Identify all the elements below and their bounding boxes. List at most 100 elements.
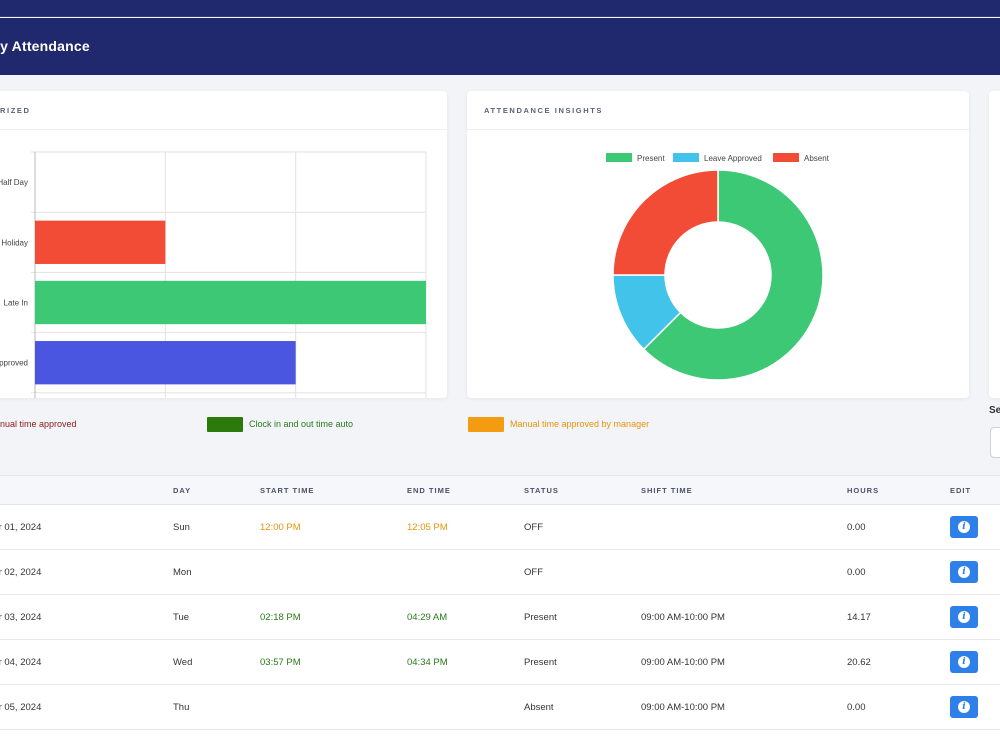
donut-slice-2 — [612, 169, 719, 276]
col-end-time: END TIME — [407, 475, 524, 505]
day-cell: Sun — [173, 521, 190, 533]
card-header: RIZED — [0, 91, 447, 130]
info-icon: i — [958, 521, 970, 533]
bar-3 — [35, 341, 296, 385]
col-shift-time: SHIFT TIME — [641, 475, 847, 505]
top-navbar — [0, 0, 1000, 17]
legend-label: Present — [637, 154, 665, 163]
legend-swatch — [606, 153, 632, 162]
page-header: ly Attendance — [0, 18, 1000, 75]
donut-chart: Present Leave Approved Absent — [606, 153, 830, 381]
end-time-cell — [407, 550, 524, 595]
select-label: Se — [989, 405, 1000, 416]
hours-cell: 0.00 — [847, 566, 866, 578]
date-cell: ber 01, 2024 — [0, 521, 42, 533]
table-row: ber 04, 2024 Wed 03:57 PM 04:34 PM Present 09… — [0, 640, 1000, 685]
info-icon: i — [958, 701, 970, 713]
edit-button[interactable]: i — [950, 696, 978, 718]
legend-label: Absent — [804, 154, 830, 163]
status-cell: Absent — [524, 701, 554, 713]
info-icon: i — [958, 656, 970, 668]
col-date — [0, 475, 173, 505]
edit-cell: i — [950, 550, 1000, 595]
end-time-cell: 04:29 AM — [407, 611, 448, 623]
col-edit: EDIT — [950, 475, 1000, 505]
hours-cell: 0.00 — [847, 521, 866, 533]
shift-time-cell: 09:00 AM-10:00 PM — [641, 656, 725, 668]
status-cell: OFF — [524, 566, 543, 578]
edit-cell: i — [950, 685, 1000, 730]
table-header-row: DAY START TIME END TIME STATUS SHIFT TIM… — [0, 475, 1000, 505]
info-icon: i — [958, 611, 970, 623]
attendance-table: DAY START TIME END TIME STATUS SHIFT TIM… — [0, 475, 1000, 750]
legend-label: Manual time approved by manager — [510, 419, 650, 429]
edit-cell: i — [950, 595, 1000, 640]
date-cell: ber 04, 2024 — [0, 656, 42, 668]
attendance-insights-card: ATTENDANCE INSIGHTS Present Leave Approve… — [467, 91, 969, 398]
card-title: RIZED — [0, 106, 31, 115]
card-header: ATTENDANCE INSIGHTS — [467, 91, 969, 130]
shift-time-cell — [641, 505, 847, 550]
end-time-cell: 12:05 PM — [407, 521, 448, 533]
status-cell: OFF — [524, 521, 543, 533]
shift-time-cell — [641, 550, 847, 595]
bar-1 — [35, 220, 166, 264]
time-legend: nual time approved Clock in and out time… — [0, 416, 1000, 434]
legend-swatch — [773, 153, 799, 162]
edit-button[interactable]: i — [950, 516, 978, 538]
side-card — [989, 91, 1000, 398]
start-time-cell: 12:00 PM — [260, 521, 301, 533]
date-cell: ber 02, 2024 — [0, 566, 42, 578]
day-cell: Mon — [173, 566, 192, 578]
edit-button[interactable]: i — [950, 651, 978, 673]
col-day: DAY — [173, 475, 260, 505]
y-tick-label: Half Day — [0, 178, 28, 187]
edit-button[interactable]: i — [950, 606, 978, 628]
legend-clock-auto: Clock in and out time auto — [207, 416, 353, 432]
col-status: STATUS — [524, 475, 641, 505]
end-time-cell — [407, 685, 524, 730]
legend-swatch — [673, 153, 699, 162]
day-cell: Tue — [173, 611, 190, 623]
start-time-cell — [260, 685, 407, 730]
hours-cell: 20.62 — [847, 656, 871, 668]
date-cell: ber 05, 2024 — [0, 701, 42, 713]
edit-cell: i — [950, 505, 1000, 550]
hours-cell: 14.17 — [847, 611, 871, 623]
date-cell: ber 03, 2024 — [0, 611, 42, 623]
legend-manager-approved: Manual time approved by manager — [468, 416, 649, 432]
edit-button[interactable]: i — [950, 561, 978, 583]
col-hours: HOURS — [847, 475, 950, 505]
status-cell: Present — [524, 611, 557, 623]
legend-swatch — [207, 416, 243, 432]
shift-time-cell: 09:00 AM-10:00 PM — [641, 611, 725, 623]
legend-label: nual time approved — [0, 419, 77, 429]
page-title: ly Attendance — [0, 38, 90, 54]
legend-label: Leave Approved — [704, 154, 762, 163]
table-row: ber 05, 2024 Thu Absent 09:00 AM-10:00 PM 0.… — [0, 685, 1000, 730]
table-row: ber 02, 2024 Mon OFF 0.00 i — [0, 550, 1000, 595]
shift-time-cell: 09:00 AM-10:00 PM — [641, 701, 725, 713]
day-cell: Thu — [173, 701, 190, 713]
legend-label: Clock in and out time auto — [249, 419, 354, 429]
table-row: ber 03, 2024 Tue 02:18 PM 04:29 AM Present 09… — [0, 595, 1000, 640]
edit-cell: i — [950, 640, 1000, 685]
end-time-cell: 04:34 PM — [407, 656, 448, 668]
y-tick-label: pproved — [0, 359, 28, 368]
start-time-cell: 03:57 PM — [260, 656, 301, 668]
select-dropdown[interactable] — [990, 427, 1000, 458]
status-cell: Present — [524, 656, 557, 668]
y-tick-label: Holiday — [1, 238, 28, 247]
y-tick-label: Late In — [4, 299, 28, 308]
donut-slice-0 — [642, 169, 824, 381]
start-time-cell — [260, 550, 407, 595]
start-time-cell: 02:18 PM — [260, 611, 301, 623]
col-start-time: START TIME — [260, 475, 407, 505]
legend-manual-approved: nual time approved — [0, 416, 77, 432]
legend-swatch — [468, 416, 504, 432]
bar-2 — [35, 280, 426, 325]
day-cell: Wed — [173, 656, 193, 668]
table-row: ber 01, 2024 Sun 12:00 PM 12:05 PM OFF 0.00 i — [0, 505, 1000, 550]
